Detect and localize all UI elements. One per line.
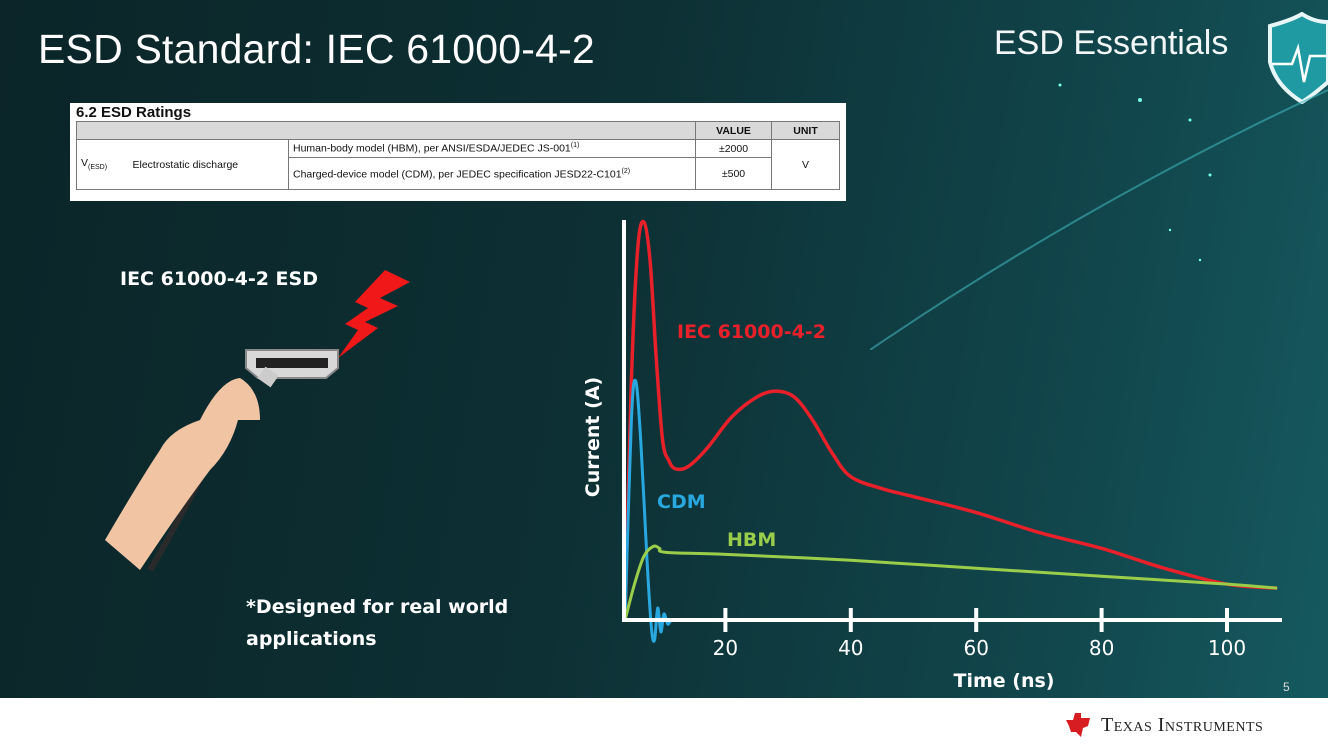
- table-header-value: VALUE: [695, 121, 772, 140]
- condition-text: Charged-device model (CDM), per JEDEC sp…: [293, 168, 622, 181]
- decorative-light-streak: [870, 83, 1328, 350]
- footer-bar: [0, 698, 1328, 746]
- series-label-cdm: CDM: [657, 491, 706, 513]
- series-line-cdm: [623, 378, 685, 643]
- note-line: *Designed for real world: [246, 596, 509, 618]
- x-tick-label: 40: [838, 636, 863, 660]
- real-world-note: *Designed for real world applications: [246, 591, 508, 655]
- x-tick-label: 80: [1089, 636, 1114, 660]
- x-axis-label: Time (ns): [954, 670, 1055, 692]
- esd-ratings-table: 6.2 ESD Ratings VALUE UNIT V(ESD) Electr…: [70, 103, 846, 201]
- condition-cell: Charged-device model (CDM), per JEDEC sp…: [288, 157, 696, 190]
- hand-icon: [105, 378, 260, 570]
- brand-title: ESD Essentials: [994, 24, 1229, 62]
- slide-title: ESD Standard: IEC 61000-4-2: [38, 26, 595, 72]
- symbol-cell: V(ESD): [76, 139, 129, 190]
- symbol: V: [81, 157, 89, 170]
- x-tick-label: 60: [963, 636, 988, 660]
- unit-cell: V: [771, 139, 840, 190]
- shield-heartbeat-icon: [1268, 12, 1328, 104]
- series-label-iec: IEC 61000-4-2: [677, 321, 826, 343]
- note-line: applications: [246, 628, 377, 650]
- series-line-hbm: [623, 544, 1278, 621]
- lightning-bolt-icon: [338, 270, 410, 358]
- iec-esd-label: IEC 61000-4-2 ESD: [120, 268, 318, 290]
- hand-holding-hdmi-illustration: [105, 270, 410, 572]
- ti-logo-icon: [1066, 713, 1090, 737]
- series-line-iec-61000-4-2: [623, 219, 1278, 621]
- ti-logo: Texas Instruments: [1063, 710, 1263, 740]
- table-header-blank: [76, 121, 696, 140]
- series-label-hbm: HBM: [727, 529, 776, 551]
- y-axis-label: Current (A): [582, 377, 604, 497]
- symbol-subscript: (ESD): [88, 164, 108, 172]
- footnote: (1): [570, 142, 580, 150]
- table-title: 6.2 ESD Ratings: [76, 104, 192, 121]
- footnote: (2): [621, 168, 631, 176]
- table-header-unit: UNIT: [771, 121, 840, 140]
- parameter-cell: Electrostatic discharge: [128, 139, 289, 190]
- page-number: 5: [1283, 680, 1290, 694]
- value-cell: ±500: [695, 157, 772, 190]
- x-tick-label: 100: [1208, 636, 1246, 660]
- x-tick-label: 20: [713, 636, 738, 660]
- hdmi-connector-icon: [245, 349, 339, 388]
- ti-logo-text: Texas Instruments: [1101, 713, 1264, 736]
- esd-current-waveform-chart: 20 40 60 80 100 Time (ns) Current (A) IEC 61…: [582, 219, 1278, 692]
- condition-text: Human-body model (HBM), per ANSI/ESDA/JE…: [293, 142, 571, 155]
